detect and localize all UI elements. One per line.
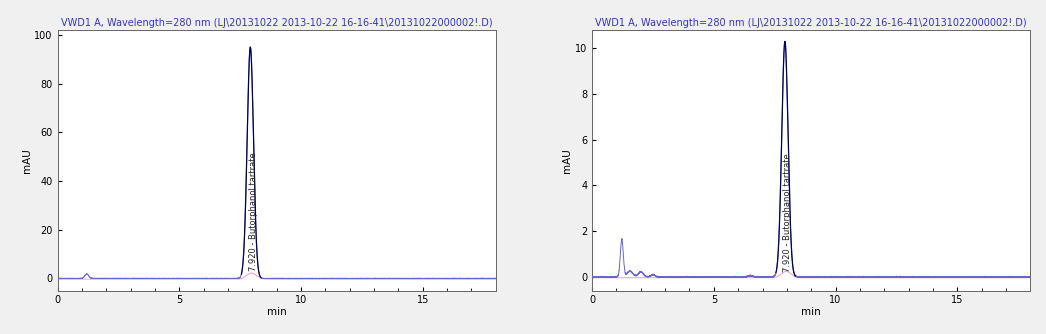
Y-axis label: mAU: mAU — [563, 148, 572, 173]
Y-axis label: mAU: mAU — [22, 148, 31, 173]
Title: VWD1 A, Wavelength=280 nm (LJ\20131022 2013-10-22 16-16-41\20131022000002!.D): VWD1 A, Wavelength=280 nm (LJ\20131022 2… — [61, 18, 493, 28]
X-axis label: min: min — [801, 307, 821, 317]
Title: VWD1 A, Wavelength=280 nm (LJ\20131022 2013-10-22 16-16-41\20131022000002!.D): VWD1 A, Wavelength=280 nm (LJ\20131022 2… — [595, 18, 1027, 28]
X-axis label: min: min — [267, 307, 287, 317]
Text: 7.920 - Butorphanol tartrate: 7.920 - Butorphanol tartrate — [783, 154, 793, 272]
Text: 7.920 - Butorphanol tartrate: 7.920 - Butorphanol tartrate — [249, 152, 257, 271]
